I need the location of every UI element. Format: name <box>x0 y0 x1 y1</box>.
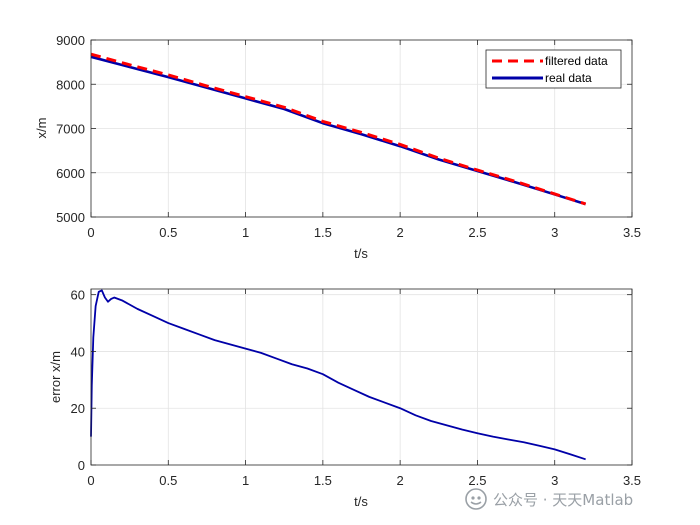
y-tick-label: 9000 <box>56 33 85 48</box>
top-y-axis-label: x/m <box>34 118 49 139</box>
x-tick-label: 1 <box>242 225 249 240</box>
y-tick-label: 6000 <box>56 166 85 181</box>
y-tick-label: 8000 <box>56 77 85 92</box>
x-tick-label: 1 <box>242 473 249 488</box>
legend: filtered data real data <box>485 49 622 89</box>
bottom-series-lines <box>90 289 586 461</box>
watermark-text: 公众号 · 天天Matlab <box>493 490 634 509</box>
y-tick-label: 20 <box>71 401 85 416</box>
x-tick-label: 0 <box>87 473 94 488</box>
top-series-lines <box>90 52 587 206</box>
y-tick-label: 40 <box>71 344 85 359</box>
x-tick-label: 0.5 <box>159 225 177 240</box>
x-tick-label: 2.5 <box>468 225 486 240</box>
top-x-axis-label: t/s <box>354 246 368 261</box>
top-ticks: 0 0.5 1 1.5 2 2.5 3 3.5 5000 6000 7000 8000 9000 <box>56 33 641 240</box>
x-tick-label: 3 <box>551 473 558 488</box>
x-tick-label: 0 <box>87 225 94 240</box>
top-axes: 0 0.5 1 1.5 2 2.5 3 3.5 5000 6000 7000 8000 9000 t/s… <box>34 33 641 261</box>
watermark: 公众号 · 天天Matlab <box>465 487 633 511</box>
series-line-error <box>90 289 586 461</box>
bottom-axes: 0 0.5 1 1.5 2 2.5 3 3.5 0 20 40 60 t/s error x/m <box>48 288 641 509</box>
y-tick-label: 60 <box>71 288 85 303</box>
x-tick-label: 3.5 <box>623 473 641 488</box>
bottom-ticks: 0 0.5 1 1.5 2 2.5 3 3.5 0 20 40 60 <box>71 288 642 488</box>
x-tick-label: 1.5 <box>314 225 332 240</box>
x-tick-label: 2 <box>397 473 404 488</box>
x-tick-label: 3.5 <box>623 225 641 240</box>
legend-label-real-data: real data <box>545 71 592 85</box>
series-line-filtered-data <box>90 52 587 206</box>
legend-box <box>485 49 622 89</box>
x-tick-label: 1.5 <box>314 473 332 488</box>
bottom-y-axis-label: error x/m <box>48 351 63 403</box>
bottom-grid <box>91 289 632 465</box>
y-tick-label: 0 <box>78 458 85 473</box>
x-tick-label: 0.5 <box>159 473 177 488</box>
x-tick-label: 3 <box>551 225 558 240</box>
bottom-axes-box <box>90 288 633 466</box>
legend-label-filtered-data: filtered data <box>545 54 608 68</box>
bottom-x-axis-label: t/s <box>354 494 368 509</box>
x-tick-label: 2 <box>397 225 404 240</box>
y-tick-label: 7000 <box>56 122 85 137</box>
x-tick-label: 2.5 <box>468 473 486 488</box>
y-tick-label: 5000 <box>56 210 85 225</box>
wechat-official-account-icon <box>465 488 487 510</box>
bottom-plot-area <box>91 289 632 465</box>
